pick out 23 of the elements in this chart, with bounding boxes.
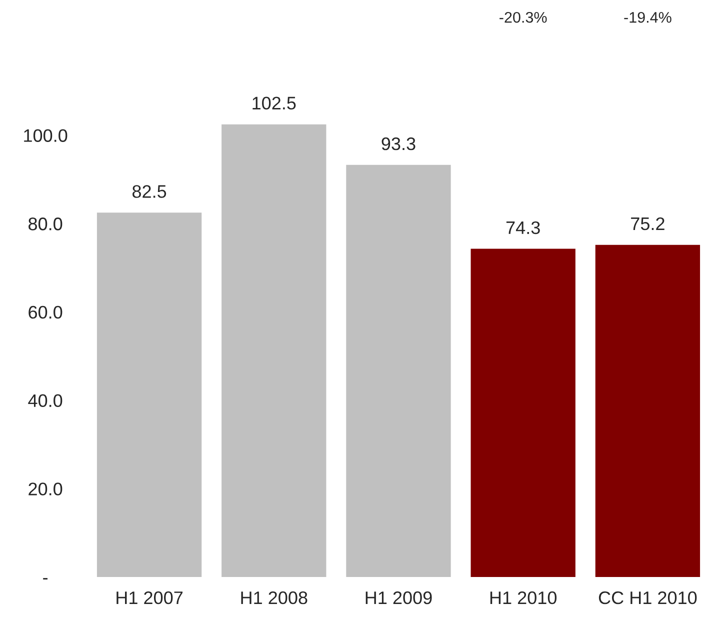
y-tick-label: 60.0 xyxy=(28,306,62,319)
data-label: 75.2 xyxy=(631,217,664,230)
data-label: 93.3 xyxy=(382,137,416,150)
text: -20.3% xyxy=(500,12,547,23)
y-tick-label: 40.0 xyxy=(28,394,62,408)
bar xyxy=(346,164,451,578)
data-label: 102.5 xyxy=(252,96,296,110)
bar xyxy=(222,124,326,578)
x-tick-label: H1 2007 xyxy=(116,591,183,604)
y-tick-label: 80.0 xyxy=(28,218,62,230)
bar xyxy=(595,244,700,578)
bar xyxy=(470,248,576,578)
y-tick-label: - xyxy=(43,578,48,580)
x-tick-label: H1 2009 xyxy=(366,591,432,604)
x-tick-label: CC H1 2010 xyxy=(598,591,697,604)
data-label: 82.5 xyxy=(132,185,166,198)
data-label: 74.3 xyxy=(506,221,540,234)
x-tick-label: H1 2008 xyxy=(241,591,308,604)
bar xyxy=(96,212,202,578)
x-tick-label: H1 2010 xyxy=(490,591,557,604)
y-tick-label: 100.0 xyxy=(24,129,68,142)
text: -19.4% xyxy=(624,12,672,23)
y-tick-label: 20.0 xyxy=(28,482,62,496)
